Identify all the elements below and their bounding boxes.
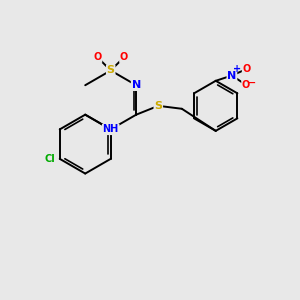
Text: O: O <box>120 52 128 62</box>
Text: N: N <box>227 70 236 80</box>
Text: NH: NH <box>103 124 119 134</box>
Text: O: O <box>242 80 250 90</box>
Text: N: N <box>132 80 141 90</box>
Text: S: S <box>107 65 115 76</box>
Text: O: O <box>93 52 102 62</box>
Text: +: + <box>233 64 241 74</box>
Text: −: − <box>248 78 256 88</box>
Text: S: S <box>154 101 162 111</box>
Text: Cl: Cl <box>45 154 55 164</box>
Text: O: O <box>242 64 251 74</box>
